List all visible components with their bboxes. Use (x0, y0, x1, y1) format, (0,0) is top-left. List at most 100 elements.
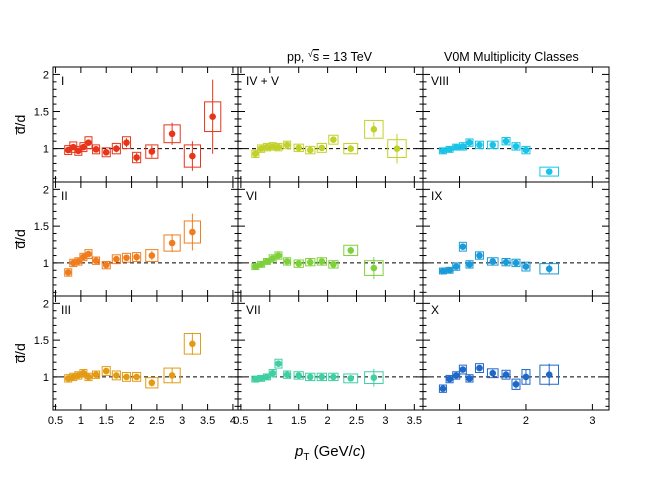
sys-error-box (145, 377, 159, 389)
sys-error-box (452, 371, 461, 380)
sys-error-box (328, 260, 339, 269)
panel-frame (52, 295, 239, 411)
panel-frame (237, 295, 424, 411)
data-point (330, 373, 337, 381)
data-point (123, 373, 130, 381)
panel-label: II (61, 189, 68, 203)
data-point (257, 375, 265, 382)
sys-error-box (293, 259, 304, 268)
sys-error-box (274, 358, 283, 369)
data-point (476, 141, 483, 149)
data-point (92, 257, 100, 264)
panel-frame (52, 181, 239, 297)
sys-error-box (501, 369, 511, 380)
x-axis-label: pT (GeV/c) (294, 443, 365, 463)
data-point (522, 373, 530, 381)
sys-error-box (74, 145, 83, 156)
panel-frame (422, 181, 610, 297)
sys-error-box (465, 374, 474, 383)
sys-error-box (539, 263, 560, 275)
sys-error-box (364, 119, 384, 139)
sys-error-box (305, 257, 316, 267)
panel-frame (237, 181, 424, 297)
data-point (64, 269, 72, 276)
sys-error-box (316, 142, 327, 153)
data-point (439, 267, 447, 275)
sys-error-box (101, 260, 111, 270)
panel-label: I (61, 74, 64, 88)
sys-error-box (465, 138, 474, 147)
sys-error-box (521, 261, 531, 272)
sys-error-box (64, 268, 73, 277)
y-tick-label: 1.5 (34, 107, 49, 119)
sys-error-box (283, 370, 292, 379)
data-point (393, 145, 401, 152)
x-tick-label: 1.5 (99, 415, 114, 427)
panel-frame (422, 295, 610, 411)
data-point (452, 143, 460, 151)
data-point (275, 252, 282, 259)
data-point (522, 263, 530, 270)
data-point (113, 255, 120, 263)
sys-error-box (111, 370, 121, 381)
data-point (330, 136, 337, 144)
x-tick-label: 2.5 (149, 415, 164, 427)
x-tick-label: 3 (382, 415, 388, 427)
data-point (123, 139, 130, 146)
data-point (257, 145, 265, 152)
data-point (459, 143, 467, 150)
sys-error-box (92, 370, 101, 379)
sys-error-box (64, 145, 73, 156)
x-tick-label: 1 (267, 415, 273, 427)
sys-error-box (84, 372, 93, 382)
data-point (306, 258, 314, 266)
sys-error-box (343, 373, 359, 384)
data-point (330, 261, 337, 268)
sys-error-box (438, 384, 447, 393)
sys-error-box (251, 149, 260, 159)
panel-label: IV + V (246, 74, 279, 88)
sys-error-box (452, 262, 461, 271)
data-point (283, 141, 291, 149)
sys-error-box (132, 371, 142, 382)
sys-error-box (486, 257, 499, 266)
sys-error-box (458, 364, 467, 375)
data-point (466, 139, 473, 146)
x-tick-label: 2.5 (349, 415, 364, 427)
data-point (263, 143, 271, 151)
data-point (347, 247, 355, 254)
data-point (133, 253, 140, 261)
data-point (123, 254, 130, 262)
data-point (92, 371, 100, 378)
sys-error-box (305, 145, 316, 155)
x-tick-label: 3 (179, 415, 185, 427)
sys-error-box (121, 136, 132, 150)
multiplicity-classes-title: V0M Multiplicity Classes (444, 50, 579, 64)
data-point (545, 371, 553, 378)
sys-error-box (474, 363, 484, 373)
y-tick-label: 2 (43, 69, 49, 81)
data-point (148, 148, 156, 155)
data-point (85, 250, 92, 258)
data-point (102, 149, 110, 156)
data-point (189, 228, 196, 236)
system-title: pp, √s = 13 TeV (287, 49, 373, 64)
sys-error-box (501, 136, 511, 146)
sys-error-box (511, 142, 521, 151)
x-tick-label: 1 (456, 415, 462, 427)
data-point (476, 364, 483, 372)
data-point (512, 380, 520, 388)
data-point (502, 137, 510, 145)
data-point (269, 369, 276, 377)
data-point (252, 150, 259, 158)
data-point (189, 152, 196, 160)
data-point (113, 145, 120, 152)
x-tick-label: 4 (230, 415, 236, 427)
data-point (489, 369, 497, 377)
data-point (466, 261, 473, 268)
data-point (252, 375, 259, 383)
data-point (102, 367, 110, 375)
sys-error-box (283, 140, 292, 150)
y-tick-label: 2 (43, 298, 49, 310)
panel-label: III (61, 303, 71, 317)
